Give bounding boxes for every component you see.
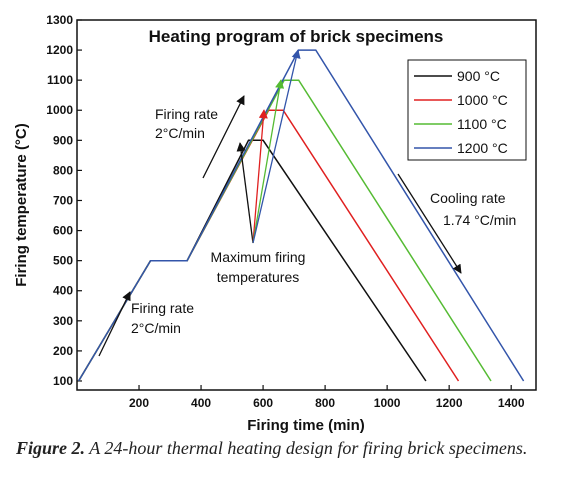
firing-rate-lower-line1: Firing rate [131,300,194,316]
max-temp-arrow-1000 [252,109,268,244]
cooling-rate-arrow [397,173,462,274]
x-tick-label: 1000 [374,396,401,410]
legend-label-1000: 1000 °C [457,92,508,108]
y-axis-title: Firing temperature (°C) [13,123,30,287]
y-tick-label: 1000 [46,103,73,117]
y-tick-label: 800 [53,163,73,177]
max-temps-line1: Maximum firing [211,249,306,265]
y-tick-label: 400 [53,284,73,298]
y-tick-label: 900 [53,133,73,147]
x-axis-title: Firing time (min) [247,417,365,434]
y-tick-label: 1200 [46,43,73,57]
y-tick-label: 300 [53,314,73,328]
caption-text: A 24-hour thermal heating design for fir… [89,438,528,458]
figure-caption: Figure 2. A 24-hour thermal heating desi… [16,436,566,460]
cooling-rate-line1: Cooling rate [430,190,506,206]
x-tick-label: 200 [129,396,149,410]
caption-label: Figure 2. [16,438,86,458]
legend-label-1200: 1200 °C [457,140,508,156]
firing-rate-upper-line2: 2°C/min [155,125,205,141]
firing-rate-lower-arrow [98,291,131,357]
chart-title: Heating program of brick specimens [149,27,444,46]
firing-rate-lower-line2: 2°C/min [131,320,181,336]
x-tick-label: 800 [315,396,335,410]
axis-ticks: 200 400 600 800 1000 1200 1400 100 200 300 400 500 6… [46,13,525,410]
x-tick-label: 1200 [436,396,463,410]
annotation-firing-rate-upper: Firing rate 2°C/min [155,95,245,179]
heating-program-chart: 200 400 600 800 1000 1200 1400 100 200 300 400 500 6… [13,13,537,434]
y-tick-label: 600 [53,224,73,238]
annotation-firing-rate-lower: Firing rate 2°C/min [98,291,194,357]
max-temp-arrow-1200 [252,49,301,244]
firing-rate-upper-arrow [202,95,245,179]
annotation-cooling-rate: Cooling rate 1.74 °C/min [397,173,516,274]
y-tick-label: 700 [53,193,73,207]
plot-frame [76,19,537,391]
legend: 900 °C 1000 °C 1100 °C 1200 °C [407,59,527,161]
firing-rate-upper-line1: Firing rate [155,106,218,122]
x-tick-label: 600 [253,396,273,410]
y-tick-label: 200 [53,344,73,358]
max-temp-arrow-900 [236,142,254,244]
cooling-rate-line2: 1.74 °C/min [443,212,516,228]
max-temp-arrow-1100 [252,79,285,244]
max-temps-line2: temperatures [217,269,299,285]
legend-label-900: 900 °C [457,68,500,84]
annotation-max-temps: Maximum firing temperatures [211,49,306,285]
y-tick-label: 1300 [46,13,73,27]
x-tick-label: 1400 [498,396,525,410]
legend-label-1100: 1100 °C [457,116,507,132]
y-tick-label: 500 [53,254,73,268]
x-tick-label: 400 [191,396,211,410]
series-lines [77,49,525,382]
y-tick-label: 100 [53,374,73,388]
series-line-1200 [77,49,525,382]
y-tick-label: 1100 [47,73,73,87]
